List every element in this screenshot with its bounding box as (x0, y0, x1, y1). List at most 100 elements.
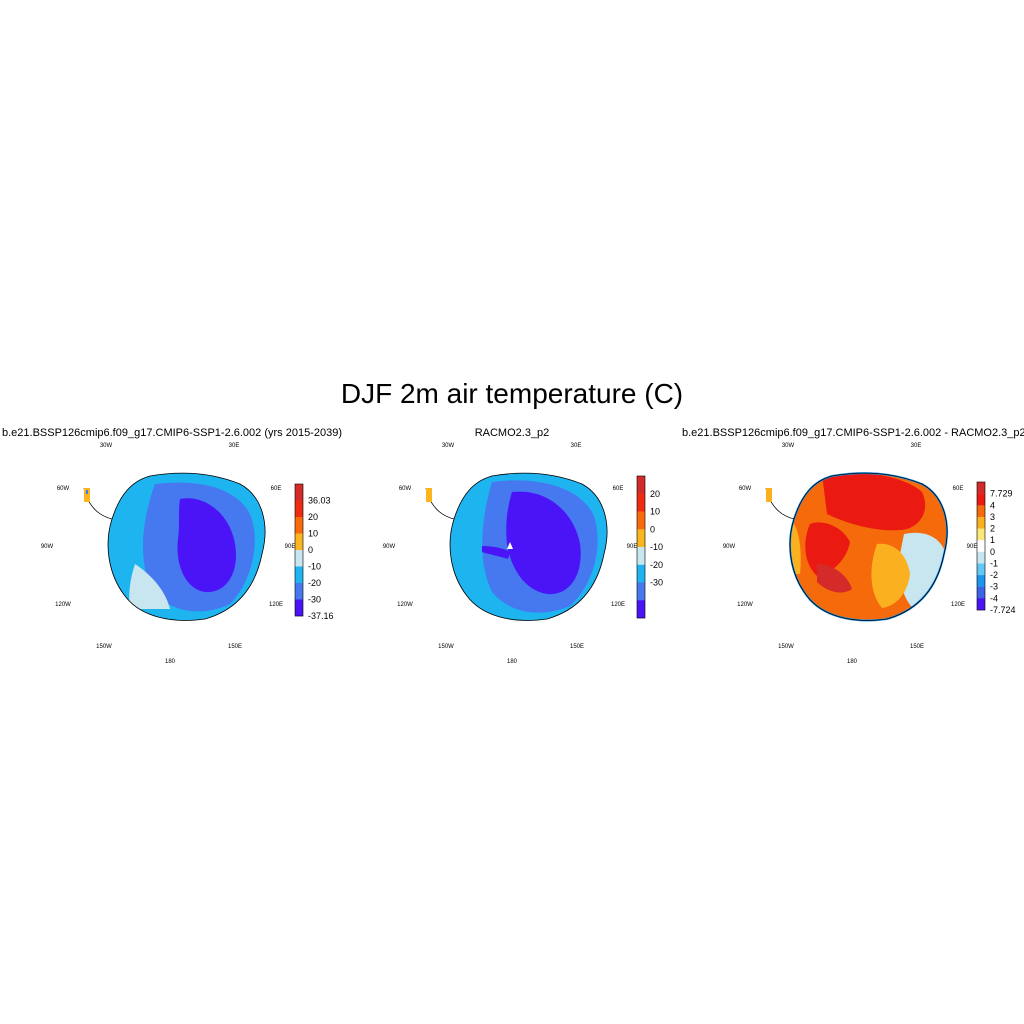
colorbar-label: -3 (990, 582, 998, 592)
lon-label-120w: 120W (737, 602, 753, 608)
colorbar-label: -20 (650, 560, 663, 570)
lon-label-60w: 60W (399, 486, 412, 492)
colorbar-frame (636, 475, 646, 619)
colorbar-swatch (295, 500, 303, 518)
colorbar-label: -2 (990, 570, 998, 580)
lon-label-120e: 120E (951, 602, 965, 608)
panel-title: RACMO2.3_p2 (474, 427, 550, 439)
lon-label-30w: 30W (782, 443, 795, 449)
colorbar-label: -10 (650, 542, 663, 552)
colorbar-label: -7.724 (990, 605, 1016, 615)
lon-label-30e: 30E (911, 443, 922, 449)
colorbar-swatch (295, 533, 303, 551)
lon-label-90w: 90W (41, 544, 54, 550)
lon-label-60e: 60E (271, 486, 282, 492)
map-panel-racmo: RACMO2.3_p2 30W 30E 60W 60E 90W 90E 120W… (342, 424, 682, 674)
colorbar-swatch (977, 575, 985, 587)
colorbar-frame (976, 481, 986, 611)
colorbar-label: -30 (650, 578, 663, 588)
colorbar-label: 4 (990, 500, 995, 510)
lon-label-180: 180 (847, 659, 858, 665)
colorbar-swatch (295, 583, 303, 600)
antarctica-map: 30W 30E 60W 60E 90W 90E 120W 120E 150W 1… (41, 443, 334, 665)
colorbar: 20 10 0 -10 -20 -30 (636, 475, 663, 619)
lon-label-90e: 90E (285, 544, 296, 550)
panel-title: b.e21.BSSP126cmip6.f09_g17.CMIP6-SSP1-2.… (2, 427, 342, 439)
colorbar-swatch (295, 566, 303, 584)
colorbar-label: 1 (990, 535, 995, 545)
lon-label-90e: 90E (967, 544, 978, 550)
colorbar-label: 2 (990, 524, 995, 534)
colorbar-label: -1 (990, 558, 998, 568)
colorbar-swatch (637, 529, 645, 548)
lon-label-150e: 150E (228, 644, 242, 650)
lon-label-60w: 60W (739, 486, 752, 492)
colorbar-swatch (977, 482, 985, 494)
colorbar-label: 20 (650, 489, 660, 499)
colorbar-label: -37.16 (308, 611, 334, 621)
lon-label-150e: 150E (910, 644, 924, 650)
colorbar-label: 36.03 (308, 496, 331, 506)
colorbar-swatch (977, 563, 985, 576)
colorbar-swatch (295, 484, 303, 501)
colorbar-swatch (977, 528, 985, 541)
antarctica-map: 30W 30E 60W 60E 90W 90E 120W 120E 150W 1… (723, 443, 1016, 665)
lon-label-60e: 60E (953, 486, 964, 492)
colorbar-label: -4 (990, 593, 998, 603)
colorbar-label: 3 (990, 512, 995, 522)
lon-label-150w: 150W (438, 644, 454, 650)
map-panel-difference: b.e21.BSSP126cmip6.f09_g17.CMIP6-SSP1-2.… (682, 424, 1024, 674)
lon-label-120w: 120W (55, 602, 71, 608)
colorbar: 36.03 20 10 0 -10 -20 -30 -37.16 (294, 483, 334, 621)
colorbar-label: 7.729 (990, 489, 1013, 499)
colorbar-label: -30 (308, 595, 321, 605)
colorbar-swatch (295, 517, 303, 534)
colorbar-label: 0 (650, 524, 655, 534)
map-panel-model: b.e21.BSSP126cmip6.f09_g17.CMIP6-SSP1-2.… (0, 424, 342, 674)
colorbar-swatch (977, 586, 985, 599)
lon-label-120w: 120W (397, 602, 413, 608)
colorbar-swatch (637, 476, 645, 494)
colorbar-swatch (637, 547, 645, 565)
lon-label-120e: 120E (269, 602, 283, 608)
colorbar-swatch (637, 493, 645, 512)
lon-label-150w: 150W (778, 644, 794, 650)
colorbar-label: 10 (650, 507, 660, 517)
lon-label-30e: 30E (571, 443, 582, 449)
lon-label-30w: 30W (100, 443, 113, 449)
colorbar-swatch (977, 516, 985, 529)
colorbar-swatch (637, 582, 645, 601)
colorbar-frame (294, 483, 304, 617)
lon-label-90e: 90E (627, 544, 638, 550)
lon-label-60e: 60E (613, 486, 624, 492)
lon-label-150e: 150E (570, 644, 584, 650)
lon-label-180: 180 (165, 659, 176, 665)
lon-label-30e: 30E (229, 443, 240, 449)
colorbar-label: 0 (308, 545, 313, 555)
colorbar-swatch (295, 599, 303, 617)
lon-label-180: 180 (507, 659, 518, 665)
lon-label-120e: 120E (611, 602, 625, 608)
lon-label-30w: 30W (442, 443, 455, 449)
figure-title: DJF 2m air temperature (C) (340, 378, 684, 409)
colorbar-label: -10 (308, 562, 321, 572)
colorbar-label: 10 (308, 529, 318, 539)
panel-title: b.e21.BSSP126cmip6.f09_g17.CMIP6-SSP1-2.… (682, 427, 1024, 439)
lon-label-60w: 60W (57, 486, 70, 492)
colorbar-swatch (977, 540, 985, 553)
colorbar-swatch (295, 550, 303, 567)
colorbar-swatch (637, 564, 645, 583)
colorbar-swatch (977, 493, 985, 506)
colorbar-swatch (977, 505, 985, 518)
colorbar-label: 20 (308, 512, 318, 522)
colorbar-swatch (977, 598, 985, 611)
colorbar-swatch (977, 551, 985, 564)
antarctica-map: 30W 30E 60W 60E 90W 90E 120W 120E 150W 1… (383, 443, 663, 665)
lon-label-90w: 90W (383, 544, 396, 550)
colorbar-label: 0 (990, 547, 995, 557)
colorbar-label: -20 (308, 578, 321, 588)
colorbar-swatch (637, 600, 645, 619)
lon-label-90w: 90W (723, 544, 736, 550)
lon-label-150w: 150W (96, 644, 112, 650)
